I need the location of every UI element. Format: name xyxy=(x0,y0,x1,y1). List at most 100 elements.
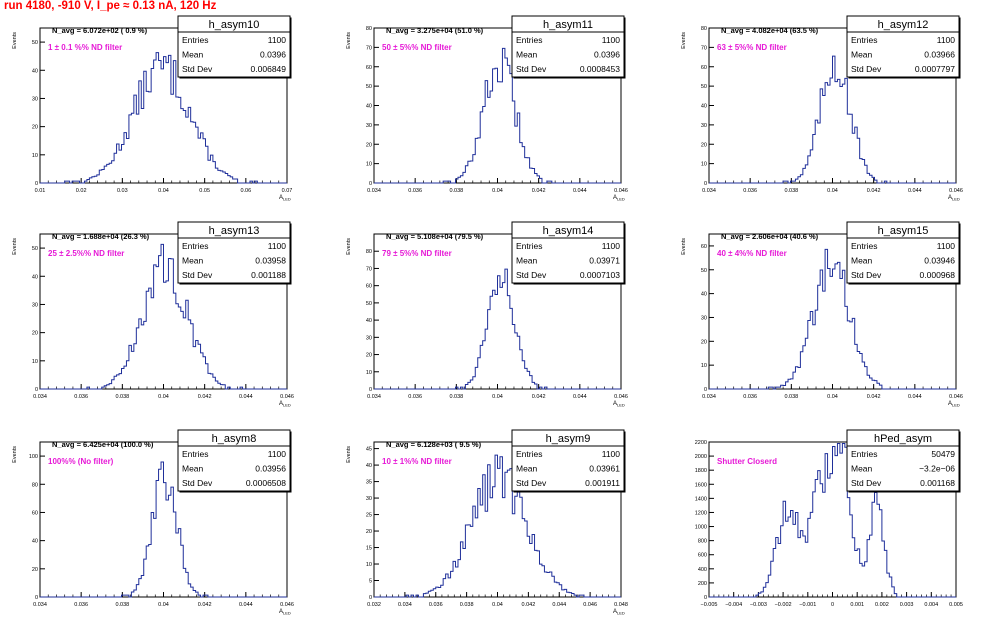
x-tick-label: 0.036 xyxy=(743,394,757,400)
y-tick-label: 30 xyxy=(366,496,372,502)
stats-value: 0.001911 xyxy=(585,478,620,488)
y-tick-label: 10 xyxy=(701,363,707,369)
x-tick-label: 0.036 xyxy=(74,602,88,608)
y-tick-label: 70 xyxy=(366,266,372,272)
stats-value: 0.03961 xyxy=(589,464,620,474)
stats-value: 0.03946 xyxy=(924,256,955,266)
y-tick-label: 40 xyxy=(366,104,372,110)
y-tick-label: 0 xyxy=(704,387,707,393)
stats-label: Entries xyxy=(182,35,208,45)
y-tick-label: 60 xyxy=(701,244,707,250)
stats-value: 0.0396 xyxy=(594,50,620,60)
stats-box xyxy=(177,221,291,284)
y-tick-label: 60 xyxy=(366,65,372,71)
x-tick-label: 0.046 xyxy=(949,188,963,194)
x-tick-label: 0.02 xyxy=(76,188,87,194)
x-tick-label: 0.04 xyxy=(827,394,838,400)
x-tick-label: 0.036 xyxy=(429,602,443,608)
x-tick-label: 0.034 xyxy=(702,394,716,400)
y-tick-label: 50 xyxy=(32,40,38,46)
stats-label: Mean xyxy=(182,256,204,266)
y-tick-label: 20 xyxy=(701,339,707,345)
x-tick-label: −0.004 xyxy=(725,602,742,608)
y-tick-label: 40 xyxy=(701,104,707,110)
avg-label: N_avg = 3.275e+04 (51.0 %) xyxy=(386,26,484,35)
stats-label: Mean xyxy=(516,50,538,60)
stats-box xyxy=(511,221,625,284)
histogram-panel-h_asym8: 0.034 0.036 0.038 0.04 0.042 0.044 0.046 0 20 40 6… xyxy=(12,429,294,616)
y-tick-label: 10 xyxy=(366,562,372,568)
y-tick-label: 0 xyxy=(369,595,372,601)
stats-box xyxy=(177,15,291,78)
x-tick-label: 0.038 xyxy=(460,602,474,608)
y-axis-title: Events xyxy=(681,32,687,49)
y-tick-label: 5 xyxy=(369,579,372,585)
x-tick-label: 0.038 xyxy=(115,394,129,400)
stats-value: 1100 xyxy=(602,449,621,459)
x-tick-label: 0.046 xyxy=(583,602,597,608)
stats-label: Mean xyxy=(182,464,204,474)
stats-label: Std Dev xyxy=(182,64,213,74)
x-tick-label: 0.046 xyxy=(280,602,294,608)
x-tick-label: 0.001 xyxy=(850,602,864,608)
y-tick-label: 10 xyxy=(701,162,707,168)
stats-box xyxy=(511,429,625,492)
histogram-panel-h_asym14: 0.034 0.036 0.038 0.04 0.042 0.044 0.046 0 10 20 3… xyxy=(346,221,628,408)
y-tick-label: 15 xyxy=(366,546,372,552)
x-tick-label: 0.034 xyxy=(398,602,412,608)
x-tick-label: 0.034 xyxy=(367,394,381,400)
stats-value: 1100 xyxy=(268,35,287,45)
stats-value: 1100 xyxy=(937,35,956,45)
filter-note: 100%% (No filter) xyxy=(48,457,114,466)
x-tick-label: 0.038 xyxy=(115,602,129,608)
stats-label: Entries xyxy=(182,449,208,459)
filter-note: 25 ± 2.5%% ND filter xyxy=(48,249,124,258)
y-tick-label: 50 xyxy=(366,84,372,90)
x-tick-label: 0.036 xyxy=(408,188,422,194)
y-tick-label: 70 xyxy=(701,45,707,51)
y-tick-label: 1400 xyxy=(695,496,707,502)
avg-label: N_avg = 6.072e+02 ( 0.9 %) xyxy=(52,26,148,35)
y-tick-label: 40 xyxy=(701,292,707,298)
x-axis-title: ALED xyxy=(613,401,625,408)
y-tick-label: 70 xyxy=(366,45,372,51)
stats-value: 0.001168 xyxy=(920,478,955,488)
stats-value: 50479 xyxy=(931,449,955,459)
histogram-panel-h_asym11: 0.034 0.036 0.038 0.04 0.042 0.044 0.046 0 10 20 3… xyxy=(346,15,628,202)
y-tick-label: 30 xyxy=(701,315,707,321)
x-tick-label: 0.044 xyxy=(573,394,587,400)
x-axis-title: ALED xyxy=(948,195,960,202)
stats-label: Mean xyxy=(516,256,538,266)
y-tick-label: 20 xyxy=(701,142,707,148)
y-tick-label: 35 xyxy=(366,480,372,486)
x-tick-label: 0.004 xyxy=(924,602,938,608)
stats-label: Entries xyxy=(851,449,877,459)
x-tick-label: 0.05 xyxy=(199,188,210,194)
stats-box xyxy=(846,429,960,492)
y-tick-label: 30 xyxy=(32,96,38,102)
x-axis-title: ALED xyxy=(613,195,625,202)
x-tick-label: 0.032 xyxy=(367,602,381,608)
x-tick-label: 0.034 xyxy=(367,188,381,194)
x-axis-title: ALED xyxy=(279,401,291,408)
histogram-name: h_asym8 xyxy=(212,433,257,445)
stats-value: 0.000968 xyxy=(920,270,956,280)
filter-note: 40 ± 4%% ND filter xyxy=(717,249,787,258)
histogram-line xyxy=(374,454,621,598)
y-tick-label: 45 xyxy=(366,447,372,453)
y-tick-label: 60 xyxy=(366,284,372,290)
stats-value: 1100 xyxy=(268,449,287,459)
x-tick-label: 0.07 xyxy=(282,188,293,194)
y-tick-label: 100 xyxy=(29,454,38,460)
y-axis-title: Events xyxy=(346,446,352,463)
avg-label: N_avg = 6.425e+04 (100.0 %) xyxy=(52,440,154,449)
x-tick-label: −0.005 xyxy=(701,602,718,608)
y-tick-label: 10 xyxy=(366,370,372,376)
y-tick-label: 40 xyxy=(32,274,38,280)
x-tick-label: 0.046 xyxy=(949,394,963,400)
histogram-line xyxy=(709,55,956,184)
y-tick-label: 1800 xyxy=(695,468,707,474)
page-title: run 4180, -910 V, I_pe ≈ 0.13 nA, 120 Hz xyxy=(4,0,217,12)
x-tick-label: 0.04 xyxy=(492,394,503,400)
